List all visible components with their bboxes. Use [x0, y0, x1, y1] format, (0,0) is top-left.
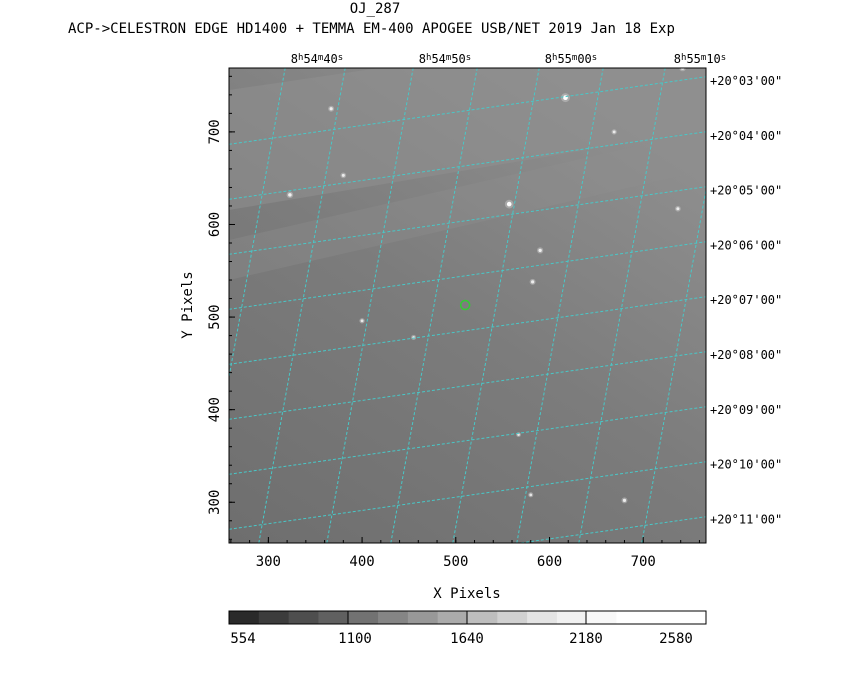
dec-axis-labels: +20°03'00" +20°04'00" +20°05'00" +20°06'00"… [710, 74, 782, 526]
colorbar [228, 610, 707, 625]
colorbar-step [527, 611, 558, 624]
ra-tick-label: 8h55m00s [545, 52, 597, 66]
chart-subtitle: ACP->CELESTRON EDGE HD1400 + TEMMA EM-40… [68, 21, 675, 37]
ra-tick-label: 8h54m50s [419, 52, 471, 66]
star [536, 247, 544, 254]
ra-grid-line [452, 68, 540, 543]
dec-grid-line [229, 131, 706, 200]
colorbar-step [378, 611, 409, 624]
y-tick-label: 600 [207, 212, 223, 237]
colorbar-tick-label: 1640 [450, 631, 484, 647]
dec-tick-label: +20°08'00" [710, 348, 782, 362]
x-tick-label: 600 [537, 554, 562, 570]
dec-tick-label: +20°06'00" [710, 238, 782, 252]
dec-grid-line [229, 351, 706, 420]
ra-tick-label: 8h55m10s [674, 52, 726, 66]
colorbar-step [556, 611, 588, 624]
star [328, 105, 335, 112]
y-tick-label: 400 [207, 397, 223, 422]
star [675, 205, 681, 212]
ra-axis-labels: 8h54m40s 8h54m50s 8h55m00s 8h55m10s [291, 52, 726, 66]
dec-grid-line [229, 296, 706, 365]
colorbar-tick-label: 554 [230, 631, 255, 647]
y-axis-label: Y Pixels [180, 271, 196, 338]
sky-image [224, 68, 711, 640]
colorbar-step [258, 611, 290, 624]
star [611, 129, 617, 135]
dec-grid-line [229, 406, 706, 475]
colorbar-step [229, 611, 260, 624]
colorbar-step [467, 611, 498, 624]
star [621, 497, 628, 504]
star [560, 93, 570, 103]
dec-tick-label: +20°11'00" [710, 512, 782, 526]
colorbar-step [348, 611, 379, 624]
ra-grid-line [390, 68, 478, 543]
star [359, 318, 365, 324]
x-tick-label: 700 [631, 554, 656, 570]
dec-grid-line [229, 461, 706, 530]
colorbar-step [288, 611, 319, 624]
star [340, 172, 347, 179]
x-tick-label: 300 [256, 554, 281, 570]
x-axis-label: X Pixels [433, 586, 500, 602]
star [286, 191, 294, 199]
dec-tick-label: +20°03'00" [710, 74, 782, 88]
star [411, 334, 417, 340]
colorbar-tick-label: 2180 [569, 631, 603, 647]
colorbar-step [586, 611, 618, 624]
dec-tick-label: +20°04'00" [710, 129, 782, 143]
colorbar-tick-label: 2580 [659, 631, 693, 647]
star [504, 199, 514, 209]
y-tick-label: 700 [207, 119, 223, 144]
y-axis: 300 400 500 600 700 [207, 75, 235, 540]
plot-frame [228, 67, 707, 544]
colorbar-step [407, 611, 439, 624]
dec-tick-label: +20°07'00" [710, 293, 782, 307]
star [529, 278, 536, 285]
colorbar-step [646, 611, 677, 624]
x-axis: 300 400 500 600 700 [230, 537, 700, 570]
dec-grid-line [224, 571, 711, 640]
colorbar-tick-labels: 554 1100 1640 2180 2580 [230, 611, 693, 647]
colorbar-tick-label: 1100 [338, 631, 372, 647]
ra-grid-line [578, 68, 666, 543]
ra-grid-line [641, 187, 706, 543]
dec-grid-line [229, 241, 706, 310]
target-marker[interactable] [459, 299, 471, 311]
ra-grid-line [326, 68, 414, 543]
colorbar-step [676, 611, 707, 624]
ra-tick-label: 8h54m40s [291, 52, 343, 66]
colorbar-step [437, 611, 468, 624]
colorbar-step [497, 611, 528, 624]
ra-grid-line [258, 68, 346, 543]
dec-tick-label: +20°10'00" [710, 458, 782, 472]
y-tick-label: 300 [207, 490, 223, 515]
dec-tick-label: +20°09'00" [710, 403, 782, 417]
dec-grid-line [229, 186, 706, 255]
x-tick-label: 500 [443, 554, 468, 570]
colorbar-step [616, 611, 647, 624]
ra-grid-line [516, 68, 604, 543]
chart-title: OJ_287 [349, 1, 401, 17]
x-tick-label: 400 [349, 554, 374, 570]
star [528, 492, 534, 498]
y-tick-label: 500 [207, 304, 223, 329]
dec-grid-line [229, 76, 706, 145]
ra-grid-line [229, 68, 286, 380]
colorbar-step [318, 611, 349, 624]
dec-tick-label: +20°05'00" [710, 184, 782, 198]
